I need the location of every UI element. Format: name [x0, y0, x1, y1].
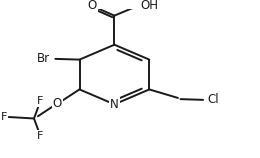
Text: N: N — [110, 98, 119, 111]
Text: OH: OH — [140, 0, 158, 12]
Text: F: F — [37, 96, 44, 106]
Text: F: F — [37, 131, 44, 141]
Text: Br: Br — [36, 52, 50, 65]
Text: O: O — [53, 97, 62, 110]
Text: O: O — [88, 0, 97, 12]
Text: Cl: Cl — [208, 93, 219, 106]
Text: F: F — [1, 112, 7, 122]
